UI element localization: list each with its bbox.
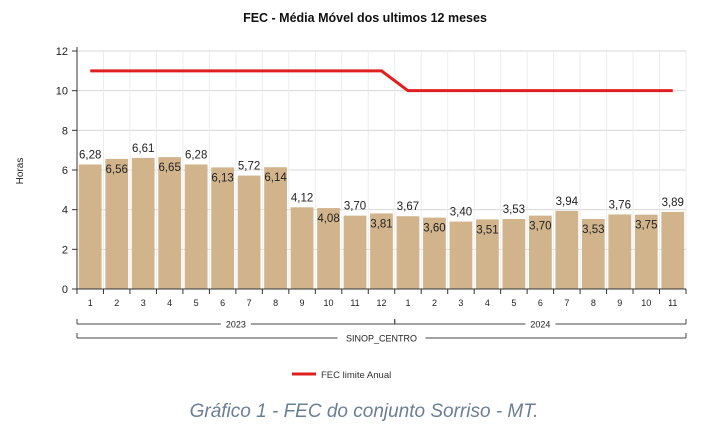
- bar-data-label: 3,70: [529, 221, 551, 233]
- y-tick-label: 2: [62, 244, 68, 256]
- bar: [555, 210, 579, 289]
- bar: [105, 158, 129, 289]
- bar: [608, 214, 632, 289]
- bar-data-label: 3,53: [582, 224, 604, 236]
- x-tick-label: 11: [350, 298, 359, 308]
- x-tick-label: 3: [141, 298, 146, 308]
- bar-data-label: 5,72: [238, 161, 260, 173]
- bar: [290, 207, 314, 289]
- y-tick-label: 0: [62, 284, 68, 296]
- year-group-label: 2024: [530, 320, 550, 330]
- bar: [449, 221, 473, 289]
- bar-data-label: 6,13: [211, 172, 233, 184]
- x-tick-label: 11: [668, 298, 677, 308]
- bar: [78, 164, 102, 289]
- bar-data-label: 3,76: [609, 199, 631, 211]
- limit-line-series: [90, 69, 673, 93]
- y-tick-label: 10: [56, 86, 68, 98]
- bar: [211, 167, 235, 289]
- y-tick-label: 12: [56, 46, 68, 58]
- bar-data-label: 3,67: [397, 201, 419, 213]
- bar-data-label: 6,56: [106, 164, 128, 176]
- y-tick-label: 6: [62, 165, 68, 177]
- legend: FEC limite Anual: [292, 370, 391, 381]
- bar: [661, 211, 685, 289]
- x-tick-label: 3: [458, 298, 463, 308]
- x-tick-label: 10: [324, 298, 334, 308]
- bar-data-label: 6,65: [158, 162, 180, 174]
- x-tick-label: 6: [538, 298, 543, 308]
- bar-data-label: 6,14: [264, 172, 287, 184]
- x-tick-label: 6: [220, 298, 225, 308]
- bar-data-label: 6,28: [185, 149, 207, 161]
- x-tick-label: 5: [511, 298, 516, 308]
- bar: [634, 214, 658, 289]
- bar: [343, 215, 367, 289]
- x-tick-label: 5: [194, 298, 199, 308]
- bar: [158, 157, 182, 289]
- bar-data-label: 3,60: [423, 223, 445, 235]
- x-tick-label: 1: [405, 298, 410, 308]
- chart-title: FEC - Média Móvel dos ultimos 12 meses: [243, 11, 487, 25]
- bar: [581, 218, 605, 289]
- bar-data-label: 6,28: [79, 149, 101, 161]
- bar-data-label: 3,81: [370, 218, 392, 230]
- x-tick-label: 7: [564, 298, 569, 308]
- x-tick-label: 9: [617, 298, 622, 308]
- limit-line: [90, 69, 673, 93]
- bar: [502, 218, 526, 289]
- bar-data-label: 4,08: [317, 213, 339, 225]
- bar-data-label: 3,94: [556, 196, 579, 208]
- x-tick-label: 8: [591, 298, 596, 308]
- bar-data-label: 3,40: [450, 207, 472, 219]
- bar-data-label: 6,61: [132, 143, 154, 155]
- bar-data-label: 3,70: [344, 201, 366, 213]
- gridlines: [76, 50, 687, 290]
- bar-data-label: 3,53: [503, 204, 525, 216]
- bar-series: 6,28 6,56 6,61 6,65 6,28 6,13 5,72 6,14 4,12 4,08…: [78, 143, 685, 289]
- fec-chart: FEC - Média Móvel dos ultimos 12 meses H…: [15, 11, 687, 381]
- x-tick-label: 4: [167, 298, 172, 308]
- x-tick-label: 12: [376, 298, 386, 308]
- bar: [184, 164, 208, 289]
- bar-data-label: 4,12: [291, 192, 313, 204]
- set-label: SINOP_CENTRO: [346, 334, 417, 344]
- x-tick-label: 4: [485, 298, 490, 308]
- legend-label: FEC limite Anual: [321, 370, 391, 381]
- bar: [396, 216, 420, 289]
- bar-data-label: 3,51: [476, 224, 498, 236]
- y-tick-label: 8: [62, 125, 68, 137]
- bar: [131, 157, 155, 289]
- figure-caption: Gráfico 1 - FEC do conjunto Sorriso - MT…: [189, 401, 539, 422]
- bar-data-label: 3,89: [662, 197, 684, 209]
- x-tick-label: 10: [641, 298, 651, 308]
- x-tick-label: 9: [300, 298, 305, 308]
- bar-data-label: 3,75: [635, 220, 657, 232]
- year-group-label: 2023: [226, 320, 246, 330]
- bar: [370, 213, 393, 289]
- bar: [476, 219, 499, 289]
- x-tick-label: 2: [432, 298, 437, 308]
- y-tick-label: 4: [62, 205, 68, 217]
- bar: [237, 175, 261, 289]
- bar: [528, 215, 552, 289]
- x-tick-label: 1: [88, 298, 93, 308]
- y-axis-label: Horas: [15, 158, 26, 185]
- bar: [317, 208, 340, 289]
- bar: [423, 217, 446, 289]
- bar: [264, 167, 287, 289]
- x-tick-label: 7: [247, 298, 252, 308]
- x-tick-label: 2: [114, 298, 119, 308]
- x-tick-label: 8: [273, 298, 278, 308]
